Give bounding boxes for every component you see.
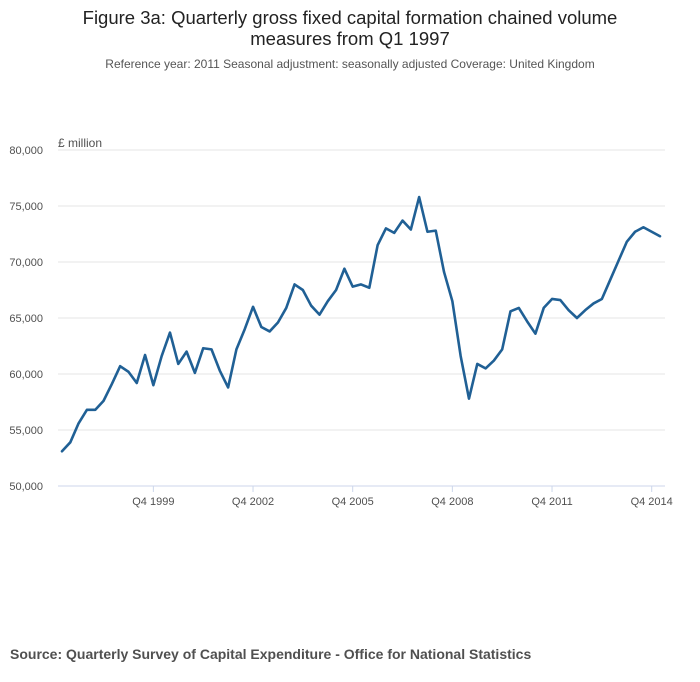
data-point[interactable] <box>607 277 613 283</box>
data-point[interactable] <box>316 312 322 318</box>
data-point[interactable] <box>242 326 248 332</box>
data-point[interactable] <box>441 269 447 275</box>
data-point[interactable] <box>333 287 339 293</box>
data-point[interactable] <box>117 363 123 369</box>
data-point[interactable] <box>391 230 397 236</box>
y-tick-label: 80,000 <box>9 145 43 157</box>
data-point[interactable] <box>591 300 597 306</box>
data-point[interactable] <box>491 358 497 364</box>
data-point[interactable] <box>458 353 464 359</box>
y-axis-label: £ million <box>58 136 102 150</box>
data-point[interactable] <box>640 224 646 230</box>
data-point[interactable] <box>84 407 90 413</box>
data-point[interactable] <box>300 287 306 293</box>
x-tick-label: Q4 1999 <box>132 496 174 508</box>
chart-title: Figure 3a: Quarterly gross fixed capital… <box>82 7 618 49</box>
data-point[interactable] <box>366 285 372 291</box>
x-tick-label: Q4 2008 <box>431 496 473 508</box>
data-point[interactable] <box>632 229 638 235</box>
data-point[interactable] <box>624 239 630 245</box>
data-point[interactable] <box>76 420 82 426</box>
data-point[interactable] <box>275 319 281 325</box>
data-point[interactable] <box>142 352 148 358</box>
data-point[interactable] <box>508 308 514 314</box>
data-point[interactable] <box>408 227 414 233</box>
data-point[interactable] <box>150 382 156 388</box>
data-point[interactable] <box>657 233 663 239</box>
data-point[interactable] <box>167 330 173 336</box>
y-tick-label: 70,000 <box>9 257 43 269</box>
data-point[interactable] <box>516 305 522 311</box>
data-point[interactable] <box>258 324 264 330</box>
y-axis: 80,000 75,000 70,000 65,000 60,000 55,000 50,0… <box>9 145 43 493</box>
x-axis: Q4 1999 Q4 2002 Q4 2005 Q4 2008 Q4 2011 Q4 20… <box>132 486 673 508</box>
data-point[interactable] <box>250 304 256 310</box>
data-point[interactable] <box>400 218 406 224</box>
data-point[interactable] <box>59 448 65 454</box>
data-point[interactable] <box>474 361 480 367</box>
data-point[interactable] <box>433 228 439 234</box>
data-point[interactable] <box>649 229 655 235</box>
data-point[interactable] <box>283 305 289 311</box>
data-point[interactable] <box>292 281 298 287</box>
data-point[interactable] <box>159 353 165 359</box>
data-point[interactable] <box>125 369 131 375</box>
data-point[interactable] <box>599 296 605 302</box>
data-point[interactable] <box>209 346 215 352</box>
data-point[interactable] <box>233 346 239 352</box>
data-point[interactable] <box>524 318 530 324</box>
data-point[interactable] <box>574 315 580 321</box>
data-point[interactable] <box>483 365 489 371</box>
x-tick-label: Q4 2014 <box>631 496 673 508</box>
data-point[interactable] <box>217 368 223 374</box>
data-point[interactable] <box>499 346 505 352</box>
data-point[interactable] <box>449 298 455 304</box>
data-point[interactable] <box>416 194 422 200</box>
data-point[interactable] <box>267 328 273 334</box>
data-point[interactable] <box>134 380 140 386</box>
data-point[interactable] <box>184 349 190 355</box>
data-point[interactable] <box>200 345 206 351</box>
data-point[interactable] <box>109 381 115 387</box>
gridlines <box>58 149 665 487</box>
y-tick-label: 60,000 <box>9 369 43 381</box>
data-point[interactable] <box>92 407 98 413</box>
data-point[interactable] <box>541 305 547 311</box>
chart-subtitle: Reference year: 2011 Seasonal adjustment… <box>105 57 595 71</box>
data-point[interactable] <box>308 303 314 309</box>
x-tick-label: Q4 2011 <box>531 496 572 508</box>
y-tick-label: 50,000 <box>9 481 43 493</box>
data-point[interactable] <box>67 439 73 445</box>
data-point[interactable] <box>325 298 331 304</box>
data-point[interactable] <box>383 225 389 231</box>
data-point[interactable] <box>341 266 347 272</box>
y-tick-label: 55,000 <box>9 425 43 437</box>
data-point[interactable] <box>466 396 472 402</box>
data-point[interactable] <box>375 242 381 248</box>
data-point[interactable] <box>532 331 538 337</box>
x-tick-label: Q4 2002 <box>232 496 274 508</box>
data-point[interactable] <box>350 284 356 290</box>
y-tick-label: 75,000 <box>9 201 43 213</box>
data-point[interactable] <box>192 370 198 376</box>
series-group <box>59 194 663 454</box>
y-tick-label: 65,000 <box>9 313 43 325</box>
data-point[interactable] <box>101 398 107 404</box>
data-point[interactable] <box>582 307 588 313</box>
series-line[interactable] <box>60 195 662 453</box>
data-point[interactable] <box>615 258 621 264</box>
data-point[interactable] <box>225 384 231 390</box>
source-note: Source: Quarterly Survey of Capital Expe… <box>10 646 532 662</box>
x-tick-label: Q4 2005 <box>332 496 374 508</box>
data-point[interactable] <box>566 307 572 313</box>
data-point[interactable] <box>549 296 555 302</box>
data-point[interactable] <box>358 281 364 287</box>
data-point[interactable] <box>424 229 430 235</box>
data-point[interactable] <box>175 361 181 367</box>
data-point[interactable] <box>557 297 563 303</box>
